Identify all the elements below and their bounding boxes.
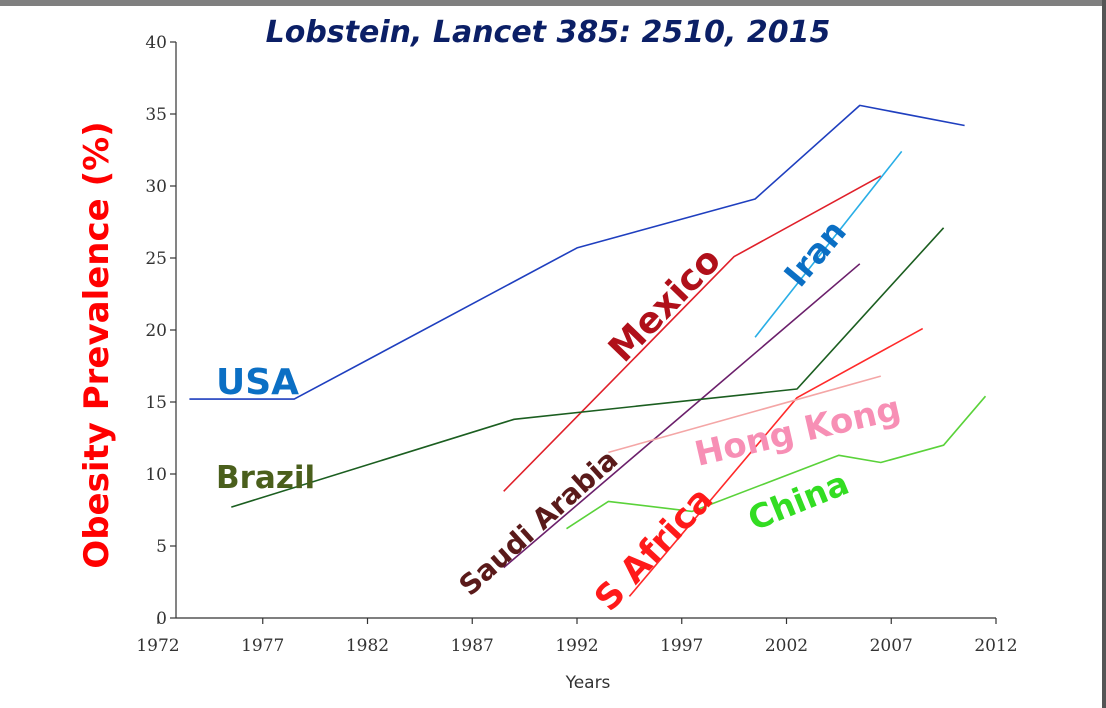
series-line-china [566, 395, 987, 530]
y-tick-label: 40 [145, 33, 167, 53]
x-tick-label: 2007 [870, 636, 913, 656]
x-tick-label: 2012 [974, 636, 1017, 656]
y-tick-label: 20 [145, 321, 167, 341]
y-tick-label: 15 [145, 393, 167, 413]
series-line-hong-kong [608, 375, 882, 454]
series-label-iran: Iran [776, 212, 854, 294]
series-line-s-africa [628, 327, 924, 597]
series-label-brazil: Brazil [216, 460, 315, 496]
x-tick-label: 1997 [660, 636, 703, 656]
x-tick-label: 1987 [451, 636, 494, 656]
x-tick-label: 1982 [346, 636, 389, 656]
series-label-china: China [742, 463, 854, 538]
y-tick-label: 10 [145, 465, 167, 485]
series-line-brazil [231, 227, 945, 508]
x-tick-label: 2002 [765, 636, 808, 656]
y-tick-label: 5 [156, 537, 167, 557]
series-label-saudi-arabia: Saudi Arabia [453, 443, 625, 602]
series-line-iran [754, 150, 903, 338]
x-tick-label: 1977 [241, 636, 284, 656]
y-tick-label: 35 [145, 105, 167, 125]
axes: 0 5 10 15 20 25 30 35 40 1972 1977 1982 1987 1992 1997… [136, 33, 1017, 656]
y-tick-label: 25 [145, 249, 167, 269]
chart-title: Lobstein, Lancet 385: 2510, 2015 [266, 15, 831, 50]
series-label-mexico: Mexico [601, 240, 729, 371]
x-tick-label: 1972 [136, 636, 179, 656]
series-label-usa: USA [216, 362, 299, 403]
series-label-s-africa: S Africa [587, 480, 721, 619]
y-tick-label: 0 [156, 609, 167, 629]
x-tick-label: 1992 [555, 636, 598, 656]
y-axis-label: Obesity Prevalence (%) [77, 121, 117, 568]
series-line-saudi-arabia [503, 263, 861, 569]
right-border [1102, 0, 1106, 708]
top-border [0, 0, 1106, 6]
series-line-usa [189, 104, 965, 400]
x-axis-label: Years [565, 673, 611, 693]
y-tick-label: 30 [145, 177, 167, 197]
series-line-mexico [503, 175, 882, 492]
series-lines [189, 104, 987, 597]
